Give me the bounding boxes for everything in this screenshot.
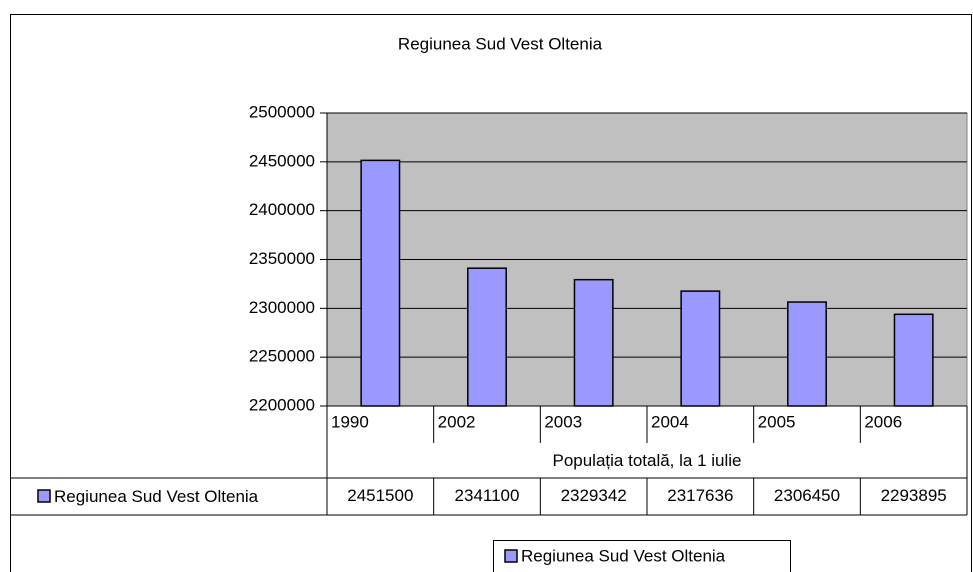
y-tick-label: 2500000 [249, 102, 315, 121]
table-legend-key [37, 489, 51, 503]
y-tick-label: 2200000 [249, 395, 315, 414]
chart-title: Regiunea Sud Vest Oltenia [398, 34, 603, 53]
table-value: 2293895 [881, 486, 947, 505]
x-tick-label: 2006 [864, 412, 902, 431]
table-value: 2451500 [347, 486, 413, 505]
y-tick-label: 2400000 [249, 200, 315, 219]
bar [360, 159, 401, 407]
table-series-name: Regiunea Sud Vest Oltenia [54, 487, 259, 506]
y-tick-label: 2450000 [249, 151, 315, 170]
table-value: 2329342 [561, 486, 627, 505]
x-axis-label: Populația totală, la 1 iulie [552, 451, 741, 470]
x-tick-label: 1990 [331, 412, 369, 431]
x-tick-label: 2004 [651, 412, 689, 431]
y-tick-label: 2250000 [249, 347, 315, 366]
table-value: 2306450 [774, 486, 840, 505]
bar [893, 313, 934, 407]
y-tick-label: 2300000 [249, 298, 315, 317]
x-tick-label: 2005 [758, 412, 796, 431]
table-value: 2317636 [667, 486, 733, 505]
legend-key [504, 549, 518, 563]
legend-label: Regiunea Sud Vest Oltenia [521, 546, 726, 565]
y-tick-label: 2350000 [249, 249, 315, 268]
bar [467, 267, 507, 407]
x-tick-label: 2003 [544, 412, 582, 431]
bar [573, 278, 614, 407]
x-tick-label: 2002 [438, 412, 476, 431]
legend-box [493, 540, 791, 572]
bar [787, 301, 827, 407]
bar [680, 290, 721, 407]
table-value: 2341100 [455, 486, 520, 505]
